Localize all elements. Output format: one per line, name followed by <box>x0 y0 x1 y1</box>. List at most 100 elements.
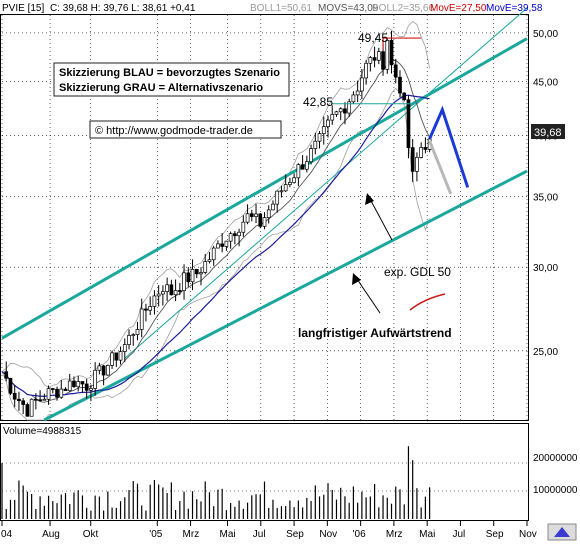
candle-body <box>406 99 411 148</box>
volume-series <box>1 446 431 519</box>
candle-body <box>415 157 419 172</box>
candle-body <box>122 344 127 352</box>
candle-body <box>72 380 76 388</box>
candle-body <box>271 203 275 211</box>
lower-channel-line <box>43 169 528 422</box>
candle-body <box>118 351 123 361</box>
candle-body <box>300 164 305 170</box>
candle-body <box>101 365 106 376</box>
candle-body <box>12 392 17 400</box>
trend-channels <box>1 7 528 422</box>
volume-label: Volume=4988315 <box>3 426 82 437</box>
time-tick-label: Mrz <box>386 529 403 540</box>
candle-body <box>317 133 322 142</box>
move-red-label: MovE=27,50 <box>430 3 487 14</box>
candle-body <box>360 77 364 92</box>
gdl-label: exp. GDL 50 <box>384 265 451 279</box>
candle-body <box>17 398 21 402</box>
candle-body <box>186 272 191 283</box>
candle-body <box>402 92 407 101</box>
candle-body <box>21 400 26 405</box>
candle-body <box>76 381 81 388</box>
time-tick-label: Mai <box>419 529 435 540</box>
trend-arrow <box>356 278 381 314</box>
time-tick-label: Jul <box>452 529 465 540</box>
time-tick-label: Jul <box>253 529 266 540</box>
time-tick-label: Mai <box>220 529 236 540</box>
candle-body <box>42 398 47 401</box>
bollinger-bands <box>1 20 430 421</box>
price-tick-label: 35,00 <box>533 193 558 204</box>
last-price-label: 39,68 <box>534 127 562 139</box>
candle-body <box>55 388 59 398</box>
candle-body <box>355 90 360 96</box>
grey-scenario-note: Skizzierung GRAU = Alternativszenario <box>59 82 263 94</box>
candle-body <box>139 308 144 330</box>
time-tick-label: Sep <box>486 529 504 540</box>
candle-body <box>199 272 203 275</box>
support-label: 42,85 <box>303 95 333 109</box>
candle-body <box>241 221 246 233</box>
candle-body <box>338 108 343 113</box>
candle-body <box>161 291 165 295</box>
candle-body <box>381 51 385 70</box>
copyright-box <box>89 120 282 139</box>
time-axis: 04 Aug Okt '05 Mrz Mai Jul Sep Nov '06 Mrz Mai Jul Se… <box>1 521 537 540</box>
candle-body <box>343 108 347 114</box>
candle-body <box>169 284 174 296</box>
candle-body <box>296 164 301 179</box>
time-tick-label: '05 <box>149 529 162 540</box>
candle-body <box>321 126 326 134</box>
candle-body <box>4 371 9 379</box>
trend-label: langfristiger Aufwärtstrend <box>298 326 452 340</box>
candle-body <box>38 399 42 402</box>
candle-body <box>29 398 34 417</box>
candle-body <box>266 209 271 218</box>
candle-body <box>89 388 93 391</box>
candle-body <box>389 39 394 66</box>
time-tick-label: Sep <box>286 529 304 540</box>
candle-body <box>194 268 199 275</box>
candle-body <box>173 290 178 296</box>
blue-scenario-note: Skizzierung BLAU = bevorzugtes Szenario <box>59 67 280 79</box>
time-tick-label: Mrz <box>183 529 200 540</box>
time-tick-label: Aug <box>42 529 60 540</box>
movs-label: MOVS=43,09 <box>318 3 379 14</box>
ma-short-line <box>1 59 431 403</box>
candle-body <box>398 76 402 94</box>
candle-body <box>326 119 330 127</box>
candle-body <box>279 190 284 193</box>
candle-body <box>152 295 157 307</box>
time-tick-label: 04 <box>1 529 13 540</box>
grey-scenario-path <box>428 140 453 195</box>
candle-body <box>46 388 51 400</box>
candle-body <box>283 184 288 192</box>
symbol-label: PVIE [15] <box>2 3 44 14</box>
candle-body <box>8 377 13 394</box>
bollinger-upper <box>1 20 430 389</box>
candle-body <box>224 240 229 247</box>
candle-body <box>304 161 309 170</box>
candle-body <box>97 365 102 371</box>
volume-panel-frame <box>0 423 529 521</box>
gdl-arrow <box>369 198 393 241</box>
candle-body <box>59 388 64 398</box>
time-tick-label: Okt <box>83 529 99 540</box>
copyright-text: © http://www.godmode-trader.de <box>95 125 253 137</box>
candle-body <box>237 231 241 237</box>
price-tick-label: 50,00 <box>533 29 558 40</box>
red-ma-legend-swatch <box>409 293 446 311</box>
mountain-icon <box>554 527 570 537</box>
candle-body <box>216 243 220 249</box>
candle-body <box>165 284 169 292</box>
gdl-arrow-head <box>365 193 374 205</box>
volume-tick-10m: 10000000 <box>533 485 578 496</box>
time-tick-label: '06 <box>353 529 366 540</box>
candle-body <box>93 369 97 389</box>
candle-body <box>127 335 131 345</box>
candle-body <box>249 213 254 217</box>
candle-body <box>309 148 313 163</box>
volume-tick-20m: 20000000 <box>533 453 578 464</box>
candle-body <box>203 261 208 273</box>
